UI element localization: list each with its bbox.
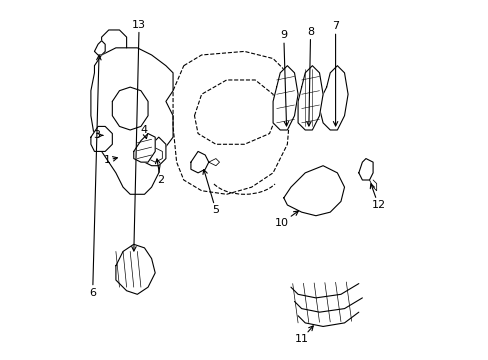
Polygon shape [319, 66, 347, 130]
Polygon shape [91, 48, 173, 194]
Text: 12: 12 [369, 184, 385, 210]
Text: 13: 13 [131, 19, 146, 251]
Text: 11: 11 [294, 326, 313, 344]
Polygon shape [91, 126, 112, 152]
Polygon shape [298, 66, 323, 130]
Text: 7: 7 [331, 21, 339, 126]
Text: 3: 3 [93, 130, 102, 140]
Polygon shape [116, 244, 155, 294]
Text: 9: 9 [280, 30, 288, 126]
Polygon shape [358, 158, 372, 180]
Text: 6: 6 [89, 55, 101, 297]
Text: 8: 8 [306, 27, 313, 126]
Polygon shape [190, 152, 208, 173]
Polygon shape [94, 41, 105, 55]
Polygon shape [272, 66, 298, 130]
Text: 2: 2 [155, 159, 164, 185]
Polygon shape [134, 134, 155, 162]
Text: 10: 10 [274, 211, 298, 228]
Text: 1: 1 [103, 156, 117, 165]
Text: 4: 4 [141, 125, 148, 139]
Text: 5: 5 [203, 170, 219, 215]
Polygon shape [144, 137, 165, 166]
Polygon shape [283, 166, 344, 216]
